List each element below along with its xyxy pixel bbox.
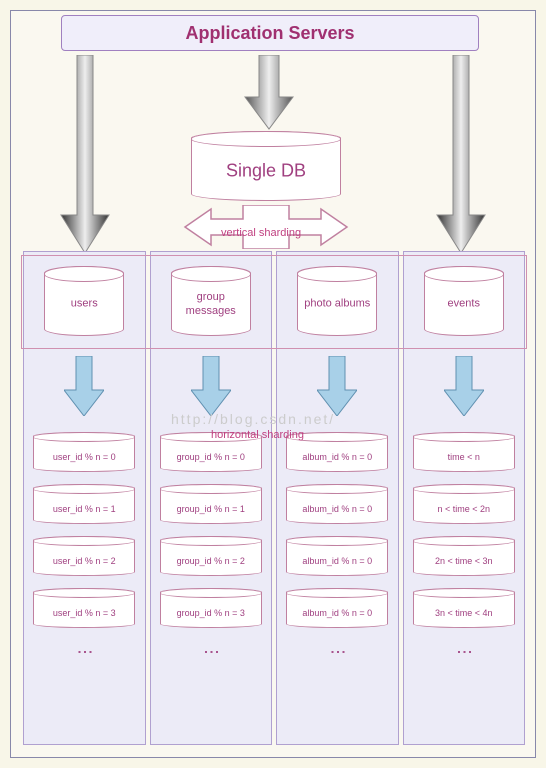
shard-cylinder: user_id % n = 0 bbox=[33, 432, 135, 472]
watermark-text: http://blog.csdn.net/ bbox=[171, 411, 335, 427]
ellipsis: ⋮ bbox=[75, 644, 94, 662]
app-servers-title: Application Servers bbox=[185, 23, 354, 44]
shard-cylinder: n < time < 2n bbox=[413, 484, 515, 524]
shard-col-events: events time < n n < time < 2n 2n < time … bbox=[403, 251, 526, 745]
shard-cylinder: group_id % n = 3 bbox=[160, 588, 262, 628]
category-cylinder-users: users bbox=[44, 266, 124, 336]
vertical-sharding-label: vertical sharding bbox=[221, 227, 301, 239]
shard-label: user_id % n = 1 bbox=[34, 504, 134, 514]
shard-col-group-messages: group messages group_id % n = 0 group_id… bbox=[150, 251, 273, 745]
horizontal-sharding-label: horizontal sharding bbox=[211, 429, 304, 441]
shard-cylinder: group_id % n = 1 bbox=[160, 484, 262, 524]
blue-down-arrow bbox=[317, 356, 357, 416]
category-label: photo albums bbox=[298, 298, 376, 311]
category-cylinder-group-messages: group messages bbox=[171, 266, 251, 336]
shard-cylinder: album_id % n = 0 bbox=[286, 536, 388, 576]
ellipsis: ⋮ bbox=[201, 644, 220, 662]
shard-label: group_id % n = 0 bbox=[161, 452, 261, 462]
shard-label: time < n bbox=[414, 452, 514, 462]
ellipsis: ⋮ bbox=[328, 644, 347, 662]
shard-label: user_id % n = 3 bbox=[34, 608, 134, 618]
shard-label: album_id % n = 0 bbox=[287, 608, 387, 618]
shard-cylinder: 3n < time < 4n bbox=[413, 588, 515, 628]
shard-label: group_id % n = 3 bbox=[161, 608, 261, 618]
arrow-left-gradient bbox=[55, 55, 115, 255]
shard-cylinder: time < n bbox=[413, 432, 515, 472]
shard-cylinder: group_id % n = 2 bbox=[160, 536, 262, 576]
category-label: group messages bbox=[172, 291, 250, 317]
shard-label: 3n < time < 4n bbox=[414, 608, 514, 618]
category-label: events bbox=[425, 298, 503, 311]
shard-label: album_id % n = 0 bbox=[287, 452, 387, 462]
blue-down-arrow bbox=[191, 356, 231, 416]
shard-cylinder: album_id % n = 0 bbox=[286, 484, 388, 524]
shard-label: n < time < 2n bbox=[414, 504, 514, 514]
shard-col-photo-albums: photo albums album_id % n = 0 album_id %… bbox=[276, 251, 399, 745]
shard-label: user_id % n = 0 bbox=[34, 452, 134, 462]
category-label: users bbox=[45, 298, 123, 311]
shard-cylinder: album_id % n = 0 bbox=[286, 588, 388, 628]
shard-label: album_id % n = 0 bbox=[287, 556, 387, 566]
shard-label: album_id % n = 0 bbox=[287, 504, 387, 514]
shard-label: 2n < time < 3n bbox=[414, 556, 514, 566]
arrow-center-gradient bbox=[239, 55, 299, 131]
shard-label: group_id % n = 1 bbox=[161, 504, 261, 514]
ellipsis: ⋮ bbox=[454, 644, 473, 662]
single-db-label: Single DB bbox=[192, 161, 340, 182]
shard-columns: users user_id % n = 0 user_id % n = 1 us… bbox=[23, 251, 525, 745]
shard-cylinder: user_id % n = 1 bbox=[33, 484, 135, 524]
shard-cylinder: 2n < time < 3n bbox=[413, 536, 515, 576]
blue-down-arrow bbox=[444, 356, 484, 416]
shard-cylinder: user_id % n = 3 bbox=[33, 588, 135, 628]
arrow-right-gradient bbox=[431, 55, 491, 255]
app-servers-box: Application Servers bbox=[61, 15, 479, 51]
shard-col-users: users user_id % n = 0 user_id % n = 1 us… bbox=[23, 251, 146, 745]
sharding-diagram: Application Servers Single DB bbox=[10, 10, 536, 758]
shard-cylinder: user_id % n = 2 bbox=[33, 536, 135, 576]
category-cylinder-events: events bbox=[424, 266, 504, 336]
shard-label: user_id % n = 2 bbox=[34, 556, 134, 566]
blue-down-arrow bbox=[64, 356, 104, 416]
category-cylinder-photo-albums: photo albums bbox=[297, 266, 377, 336]
single-db-cylinder: Single DB bbox=[191, 131, 341, 201]
shard-label: group_id % n = 2 bbox=[161, 556, 261, 566]
